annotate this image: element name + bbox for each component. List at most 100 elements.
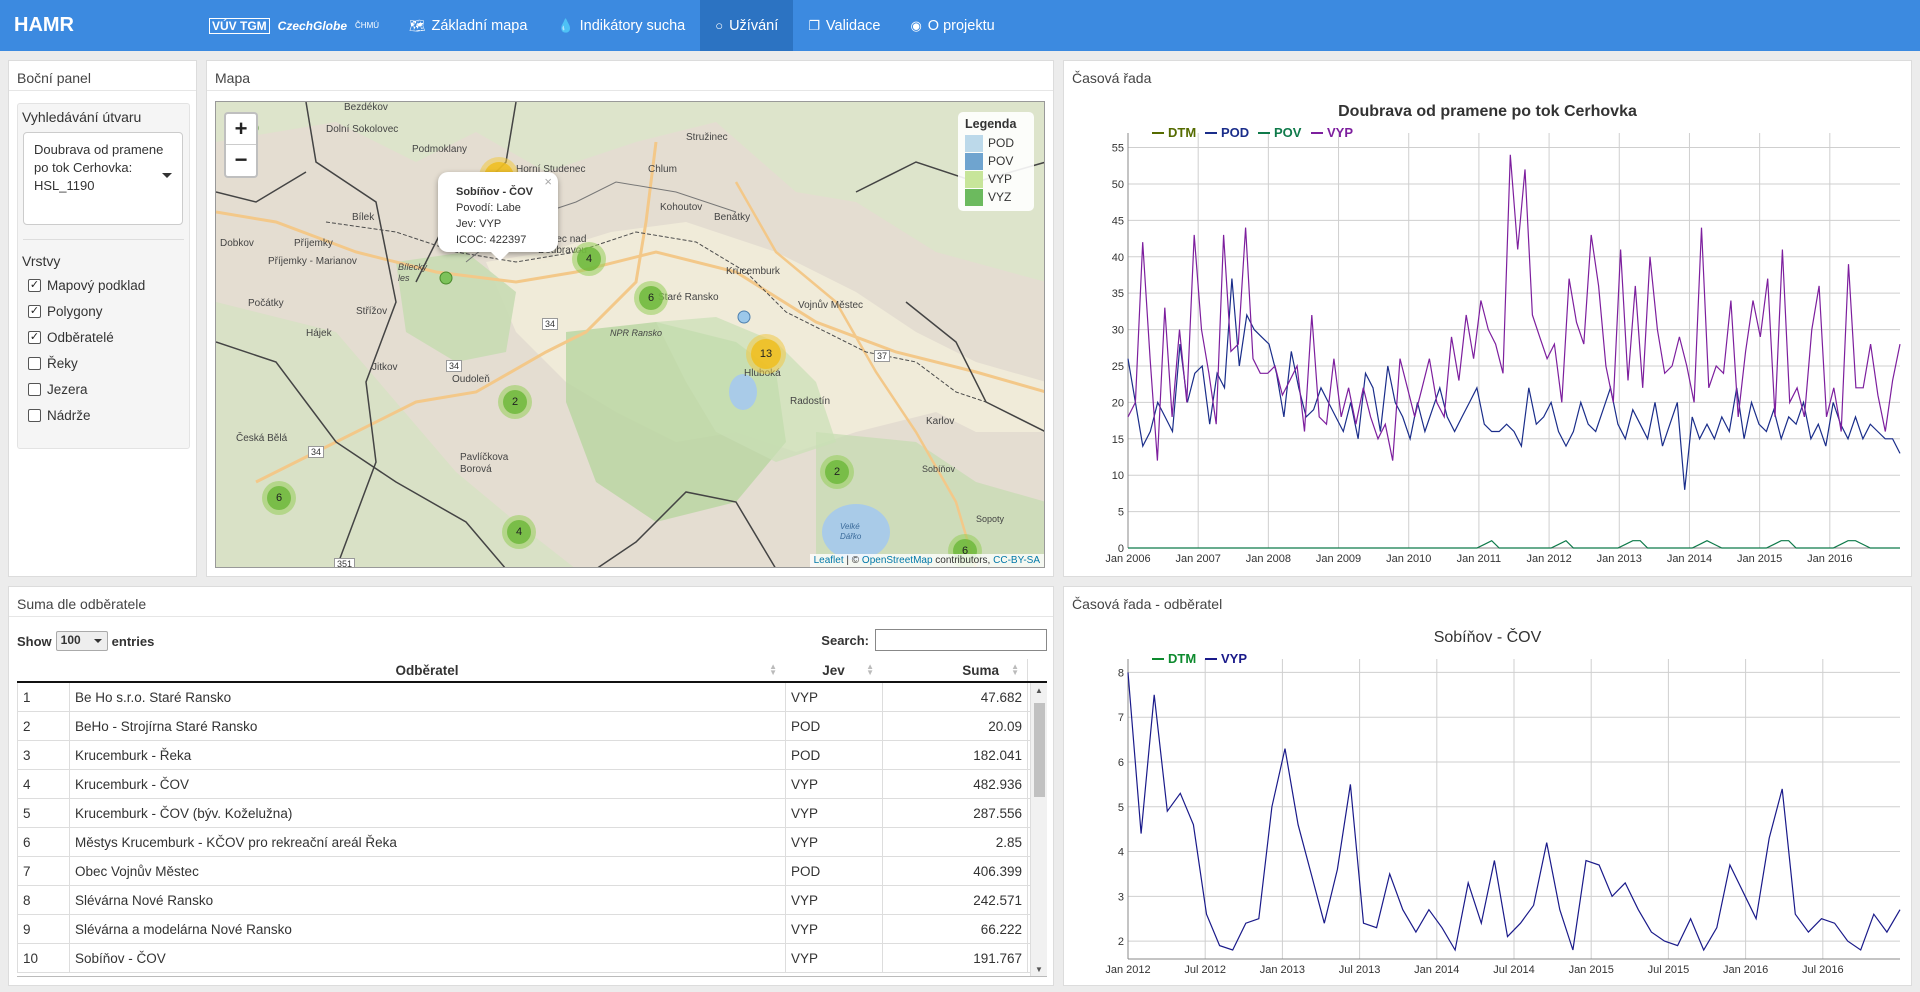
layer-mapovy-podklad[interactable]: ✓ Mapový podklad — [18, 272, 189, 298]
layer-checkbox[interactable]: ✓ — [28, 330, 41, 344]
page-length: Show 100 entries — [17, 631, 154, 651]
czechglobe-logo: CzechGlobe — [277, 18, 348, 33]
table-row[interactable]: 10 Sobíňov - ČOV VYP 191.767 — [17, 944, 1047, 973]
x-tick-label: Jan 2007 — [1176, 553, 1221, 565]
x-tick-label: Jan 2013 — [1260, 964, 1305, 976]
place-label: Vojnův Městec — [798, 300, 864, 311]
legend-entry[interactable]: VYP — [1327, 125, 1353, 140]
chart-title: Doubrava od pramene po tok Cerhovka — [1338, 103, 1637, 120]
zoom-in-button[interactable]: + — [234, 116, 248, 141]
zoom-out-button[interactable]: − — [226, 144, 256, 174]
table-row[interactable]: 7 Obec Vojnův Městec POD 406.399 — [17, 857, 1047, 886]
place-label: Žďírec nad Doubravou — [538, 234, 587, 256]
nav-zakladni-mapa[interactable]: 🗺 Základní mapa — [394, 0, 542, 51]
cc-link[interactable]: CC-BY-SA — [993, 555, 1040, 566]
close-icon[interactable]: × — [544, 174, 552, 189]
place-label: Benátky — [714, 212, 751, 223]
cell-suma: 242.571 — [882, 886, 1028, 914]
layer-polygony[interactable]: ✓ Polygony — [18, 298, 189, 324]
table-row[interactable]: 6 Městys Krucemburk - KČOV pro rekreační … — [17, 828, 1047, 857]
consumer-series-chart[interactable]: 2 3 4 5 6 7 8 Jan 2012 Jul 2012 Jan 2013 Jul 2013 J… — [1064, 587, 1913, 987]
nav-indikatory-sucha[interactable]: 💧 Indikátory sucha — [542, 0, 700, 51]
marker-cluster[interactable]: 2 — [498, 385, 532, 419]
marker-cluster[interactable]: 2 — [820, 455, 854, 489]
nav-label: O projektu — [927, 17, 995, 34]
scroll-up-icon[interactable]: ▲ — [1035, 686, 1043, 695]
x-tick-label: Jul 2015 — [1648, 964, 1690, 976]
cell-index: 7 — [17, 857, 69, 885]
layer-checkbox[interactable] — [28, 408, 41, 422]
x-tick-label: Jan 2006 — [1105, 553, 1150, 565]
layer-checkbox[interactable]: ✓ — [28, 278, 41, 292]
legend-label: VYZ — [988, 190, 1012, 204]
cell-index: 10 — [17, 944, 69, 972]
table-row[interactable]: 4 Krucemburk - ČOV VYP 482.936 — [17, 770, 1047, 799]
cell-odberatel: Slévárna Nové Ransko — [69, 886, 785, 914]
col-jev[interactable]: Jev ▲ ▼ — [785, 659, 882, 681]
table-row[interactable]: 8 Slévárna Nové Ransko VYP 242.571 — [17, 886, 1047, 915]
nav-o-projektu[interactable]: ◉ O projektu — [895, 0, 1009, 51]
legend-item: VYP — [965, 170, 1027, 188]
consumer-series-panel-title: Časová řada - odběratel — [1072, 596, 1223, 612]
x-tick-label: Jan 2011 — [1457, 553, 1501, 565]
layer-reky[interactable]: Řeky — [18, 350, 189, 376]
table-row[interactable]: 9 Slévárna a modelárna Nové Ransko VYP 66.2… — [17, 915, 1047, 944]
legend-entry[interactable]: POV — [1274, 125, 1302, 140]
legend-swatch — [965, 188, 983, 206]
cell-suma: 287.556 — [882, 799, 1028, 827]
series-line-vyp — [1127, 672, 1901, 952]
osm-link[interactable]: OpenStreetMap — [861, 555, 933, 566]
place-label: Karlov — [926, 416, 955, 427]
layer-checkbox[interactable] — [28, 356, 41, 370]
table-scrollbar[interactable]: ▲ ▼ — [1030, 683, 1047, 976]
layer-odberatele[interactable]: ✓ Odběratelé — [18, 324, 189, 350]
col-suma[interactable]: Suma ▲ ▼ — [882, 659, 1028, 681]
col-odberatel[interactable]: Odběratel ▲ ▼ — [69, 659, 785, 681]
table-row[interactable]: 5 Krucemburk - ČOV (býv. Koželužna) VYP 287… — [17, 799, 1047, 828]
place-label: Sobíňov — [922, 464, 956, 474]
legend-entry[interactable]: VYP — [1221, 651, 1247, 666]
place-label: Bezdékov — [344, 102, 388, 113]
map-view[interactable]: Bezdékov Dolní Sokolovec Podmoklany Horn… — [215, 101, 1045, 568]
col-index[interactable] — [17, 659, 69, 681]
x-tick-label: Jan 2012 — [1105, 964, 1150, 976]
legend-entry[interactable]: POD — [1221, 125, 1249, 140]
layer-jezera[interactable]: Jezera — [18, 376, 189, 402]
layer-checkbox[interactable]: ✓ — [28, 304, 41, 318]
table-controls: Show 100 entries Search: — [17, 627, 1047, 653]
marker-cluster[interactable]: 6 — [634, 281, 668, 315]
legend-entry[interactable]: DTM — [1168, 125, 1196, 140]
marker-cluster[interactable]: 4 — [572, 242, 606, 276]
layer-nadrze[interactable]: Nádrže — [18, 402, 189, 428]
place-label: Staré Ransko — [658, 292, 719, 303]
app-brand[interactable]: HAMR — [14, 14, 74, 36]
scroll-down-icon[interactable]: ▼ — [1035, 965, 1043, 974]
scroll-thumb[interactable] — [1034, 703, 1045, 797]
marker-cluster[interactable]: 6 — [262, 481, 296, 515]
table-search-input[interactable] — [875, 629, 1047, 651]
marker-cluster[interactable]: 4 — [502, 515, 536, 549]
cell-index: 5 — [17, 799, 69, 827]
map-icon: 🗺 — [409, 17, 426, 33]
layer-checkbox[interactable] — [28, 382, 41, 396]
cell-odberatel: Krucemburk - Řeka — [69, 741, 785, 769]
nav-uzivani[interactable]: ○ Užívání — [700, 0, 794, 51]
legend-item: POD — [965, 134, 1027, 152]
cell-index: 6 — [17, 828, 69, 856]
y-tick-label: 15 — [1112, 434, 1124, 446]
leaflet-link[interactable]: Leaflet — [813, 555, 844, 566]
marker-cluster[interactable]: 13 — [746, 334, 786, 374]
cell-index: 9 — [17, 915, 69, 943]
time-series-chart[interactable]: 0 5 10 15 20 25 30 35 40 45 50 55 Jan 2006 Jan 2007 Ja… — [1064, 61, 1913, 578]
cluster-count: 6 — [639, 286, 663, 310]
nav-validace[interactable]: ❐ Validace — [793, 0, 895, 51]
circle-icon: ○ — [715, 18, 724, 33]
place-label: Česká Bělá — [236, 433, 288, 444]
legend-entry[interactable]: DTM — [1168, 651, 1196, 666]
y-tick-label: 5 — [1118, 507, 1124, 519]
waterbody-select[interactable]: Doubrava od pramene po tok Cerhovka: HSL… — [23, 132, 183, 225]
table-row[interactable]: 3 Krucemburk - Řeka POD 182.041 — [17, 741, 1047, 770]
table-row[interactable]: 1 Be Ho s.r.o. Staré Ransko VYP 47.682 — [17, 683, 1047, 712]
table-row[interactable]: 2 BeHo - Strojírna Staré Ransko POD 20.09 — [17, 712, 1047, 741]
entries-select[interactable]: 100 — [55, 631, 108, 651]
